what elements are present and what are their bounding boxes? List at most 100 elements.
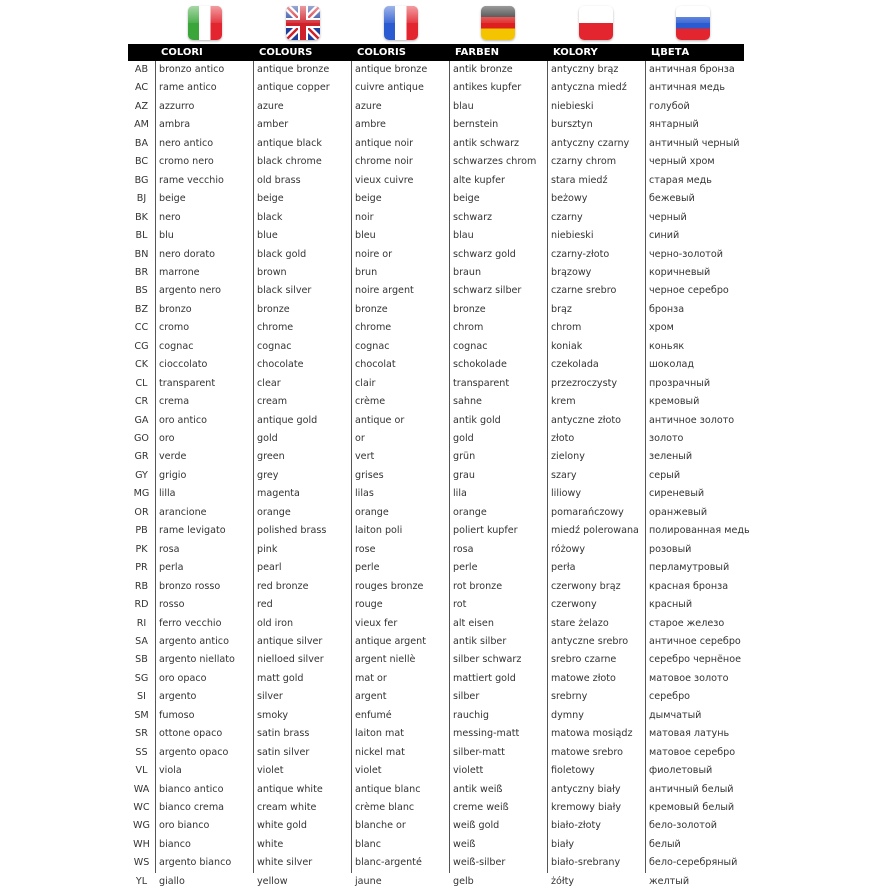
color-name: blanc-argenté	[355, 857, 422, 869]
table-row: BZ bronzo bronze bronze bronze brąz бронза	[128, 301, 744, 320]
color-name: lila	[453, 488, 467, 500]
color-code: GR	[134, 451, 149, 463]
color-name: rame antico	[159, 82, 217, 94]
color-name: фиолетовый	[649, 765, 713, 777]
color-name: белый	[649, 838, 681, 850]
germany-flag-icon	[481, 6, 515, 40]
column-header: KOLORY	[553, 47, 598, 58]
table-row: GY grigio grey grises grau szary серый	[128, 467, 744, 486]
color-name: braun	[453, 266, 482, 278]
table-row: CR crema cream crème sahne krem кремовый	[128, 393, 744, 412]
color-name: rame levigato	[159, 525, 226, 537]
color-name: srebrny	[551, 691, 588, 703]
color-code: CG	[134, 340, 149, 352]
color-code: AZ	[134, 100, 149, 112]
color-name: złoto	[551, 433, 575, 444]
color-name: bronzo rosso	[159, 580, 221, 592]
color-name: biały	[551, 838, 575, 850]
color-name: дымчатый	[649, 709, 702, 721]
color-name: mattiert gold	[453, 672, 516, 684]
color-name: blanc	[355, 838, 381, 850]
table-row: BS argento nero black silver noire argent sc…	[128, 282, 744, 301]
color-name: grün	[453, 451, 476, 463]
color-code: BS	[135, 285, 148, 297]
color-name: azzurro	[159, 100, 195, 112]
color-name: красный	[649, 599, 693, 611]
color-code: BZ	[134, 303, 149, 315]
color-name: fumoso	[159, 709, 195, 721]
color-name: матовое золото	[649, 672, 729, 684]
color-name: czarny	[551, 211, 583, 223]
color-name: crème	[355, 396, 386, 408]
color-name: orange	[453, 506, 487, 518]
color-name: black gold	[257, 248, 307, 260]
color-name: violet	[257, 765, 284, 777]
table-row: MG lilla magenta lilas lila liliowy сиреневый	[128, 485, 744, 504]
color-code: OR	[134, 506, 149, 518]
color-code: SI	[137, 691, 146, 703]
color-code: BA	[134, 137, 149, 149]
color-name: nielloed silver	[257, 654, 324, 666]
table-row: PR perla pearl perle perle perła перламутровый	[128, 559, 744, 578]
color-name: chocolat	[355, 359, 396, 371]
color-name: laiton poli	[355, 525, 403, 537]
color-name: orange	[257, 506, 291, 518]
color-name: brąz	[551, 303, 572, 315]
color-name: liliowy	[551, 488, 582, 500]
table-row: GA oro antico antique gold antique or antik …	[128, 412, 744, 431]
color-code: RI	[136, 617, 147, 629]
color-code: WS	[133, 857, 150, 869]
table-row: GR verde green vert grün zielony зеленый	[128, 448, 744, 467]
color-name: argento antico	[159, 635, 229, 647]
color-name: бронза	[649, 303, 685, 315]
table-row: SB argento niellato nielloed silver argent …	[128, 651, 744, 670]
color-name: шоколад	[649, 359, 694, 371]
color-name: cream white	[257, 802, 317, 813]
color-code: GA	[134, 414, 149, 426]
color-name: koniak	[551, 340, 583, 352]
color-name: blanche or	[355, 820, 406, 832]
color-name: желтый	[649, 875, 690, 887]
color-name: antik gold	[453, 414, 501, 426]
color-name: vieux fer	[355, 617, 398, 629]
color-code: GO	[134, 433, 149, 444]
color-name: weiß gold	[453, 820, 500, 832]
color-name: rame vecchio	[159, 174, 224, 186]
color-name: niebieski	[551, 230, 594, 242]
color-name: кремовый	[649, 396, 700, 408]
table-row: SR ottone opaco satin brass laiton mat messi…	[128, 725, 744, 744]
color-code: SB	[135, 654, 148, 666]
color-name: messing-matt	[453, 728, 520, 740]
color-code: SG	[134, 672, 149, 684]
color-name: antique noir	[355, 137, 414, 149]
color-code: BR	[134, 266, 149, 278]
color-name: grey	[257, 469, 279, 481]
color-name: kremowy biały	[551, 802, 622, 813]
color-name: antik bronze	[453, 64, 513, 75]
color-name: srebro czarne	[551, 654, 617, 666]
color-name: antyczny brąz	[551, 64, 619, 75]
color-code: CC	[134, 322, 149, 334]
color-name: smoky	[257, 709, 289, 721]
color-name: argento	[159, 691, 197, 703]
color-name: oro antico	[159, 414, 208, 426]
color-code: SM	[134, 709, 149, 721]
color-name: beige	[355, 193, 382, 205]
color-name: bianco antico	[159, 783, 224, 795]
color-name: stare żelazo	[551, 617, 609, 629]
color-name: nero	[159, 211, 181, 223]
poland-flag-icon	[579, 6, 613, 40]
color-name: green	[257, 451, 285, 463]
color-code: CK	[135, 359, 148, 371]
color-name: krem	[551, 396, 576, 408]
color-name: schwarz silber	[453, 285, 522, 297]
color-name: bleu	[355, 230, 376, 242]
color-name: amber	[257, 119, 289, 131]
color-name: rosa	[453, 543, 474, 555]
color-name: rose	[355, 543, 376, 555]
color-name: nickel mat	[355, 746, 405, 758]
color-name: зеленый	[649, 451, 693, 463]
table-row: SM fumoso smoky enfumé rauchig dymny дымчатый	[128, 707, 744, 726]
color-name: black silver	[257, 285, 312, 297]
uk-flag-icon	[286, 6, 320, 40]
